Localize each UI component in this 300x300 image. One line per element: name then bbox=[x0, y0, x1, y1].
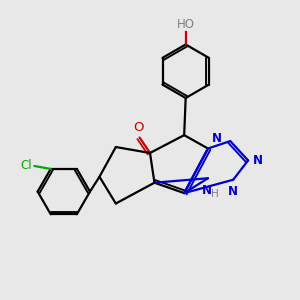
Text: N: N bbox=[228, 185, 238, 198]
Text: N: N bbox=[202, 184, 212, 196]
Text: O: O bbox=[133, 121, 143, 134]
Text: HO: HO bbox=[177, 17, 195, 31]
Text: N: N bbox=[212, 132, 221, 145]
Text: Cl: Cl bbox=[20, 159, 32, 172]
Text: N: N bbox=[253, 154, 262, 167]
Text: H: H bbox=[211, 189, 218, 199]
